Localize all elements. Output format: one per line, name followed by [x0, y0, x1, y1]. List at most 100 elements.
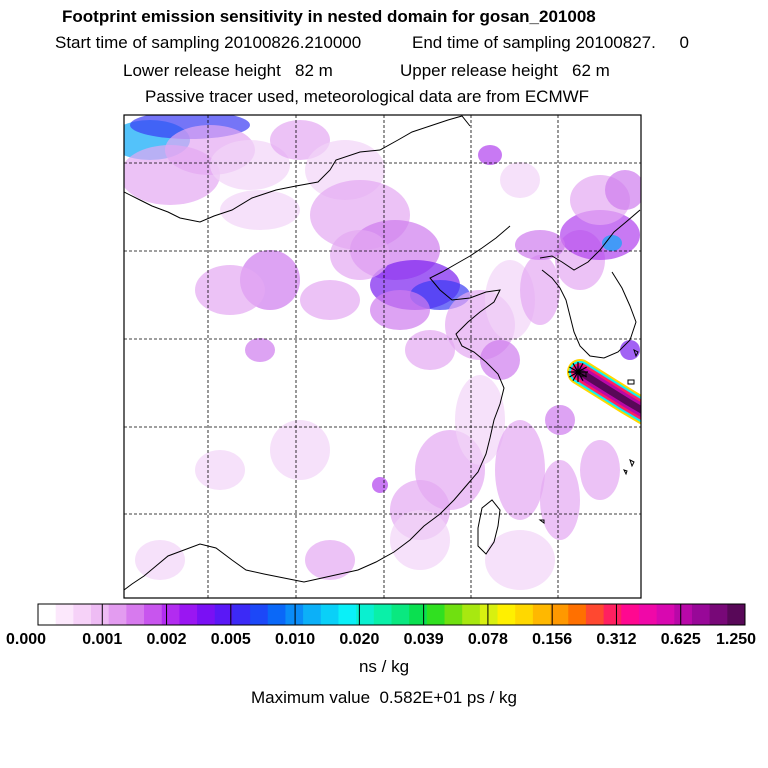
- sensitivity-patch: [495, 420, 545, 520]
- colorbar-swatch: [55, 604, 74, 625]
- colorbar-swatch: [391, 604, 410, 625]
- colorbar-swatch: [444, 604, 463, 625]
- sensitivity-patch: [605, 170, 641, 210]
- coastline-korea: [539, 209, 641, 359]
- sensitivity-patch: [478, 145, 502, 165]
- receptor-plume: [567, 359, 641, 425]
- colorbar-swatch: [144, 604, 163, 625]
- sensitivity-patch: [372, 477, 388, 493]
- coastline-china: [124, 225, 511, 591]
- islands: [538, 349, 639, 524]
- sensitivity-patch: [195, 450, 245, 490]
- sensitivity-patch: [370, 290, 430, 330]
- colorbar-tick-label: 0.039: [403, 631, 444, 648]
- colorbar-swatch: [250, 604, 269, 625]
- colorbar-swatch: [303, 604, 322, 625]
- colorbar-swatch: [38, 604, 57, 625]
- colorbar-tick-label: 0.002: [146, 631, 187, 648]
- sensitivity-patch: [245, 338, 275, 362]
- colorbar-swatch: [691, 604, 711, 625]
- colorbar-tick-label: 0.625: [660, 631, 701, 648]
- colorbar-tick-label: 1.250: [715, 631, 757, 648]
- receptor-ray: [569, 366, 587, 378]
- sensitivity-patch: [135, 540, 185, 580]
- receptor-marker: [568, 362, 588, 382]
- sensitivity-patch: [500, 162, 540, 198]
- colorbar-tick-label: 0.156: [532, 631, 573, 648]
- colorbar-swatch: [674, 604, 693, 625]
- sensitivity-patch: [220, 190, 300, 230]
- colorbar-swatch: [709, 604, 728, 625]
- sensitivity-patch: [330, 230, 390, 280]
- colorbar-swatch: [638, 604, 658, 625]
- sensitivity-patch: [305, 540, 355, 580]
- upper-release-label: Upper release height 62 m: [400, 61, 610, 80]
- colorbar-swatch: [603, 604, 622, 625]
- map-frame: [123, 114, 642, 599]
- colorbar-swatch: [179, 604, 198, 625]
- colorbar-swatch: [585, 604, 605, 625]
- sensitivity-patch: [405, 330, 455, 370]
- colorbar-swatch: [267, 604, 286, 625]
- colorbar: [37, 603, 746, 626]
- coastline-taiwan: [477, 499, 501, 555]
- colorbar-swatch: [373, 604, 392, 625]
- colorbar-tick-label: 0.000: [5, 631, 47, 648]
- colorbar-swatch: [356, 604, 375, 625]
- colorbar-swatch: [532, 604, 552, 625]
- colorbar-swatch: [108, 604, 127, 625]
- colorbar-swatch: [409, 604, 428, 625]
- colorbar-swatch: [568, 604, 587, 625]
- sensitivity-patch: [602, 235, 622, 251]
- sensitivity-patch: [270, 120, 330, 160]
- lower-release-label: Lower release height 82 m: [123, 61, 333, 80]
- colorbar-tick-label: 0.005: [210, 631, 251, 648]
- colorbar-swatch: [73, 604, 92, 625]
- sensitivity-patch: [515, 230, 565, 260]
- coastline-north: [124, 115, 471, 223]
- colorbar-swatch: [515, 604, 534, 625]
- colorbar-tick-label: 0.001: [82, 631, 123, 648]
- colorbar-swatch: [656, 604, 675, 625]
- sensitivity-patch: [545, 405, 575, 435]
- plume-band: [576, 368, 641, 414]
- colorbar-swatch: [214, 604, 233, 625]
- plot-title: Footprint emission sensitivity in nested…: [62, 7, 596, 26]
- colorbar-swatch: [479, 604, 499, 625]
- sensitivity-patch: [485, 530, 555, 590]
- coastlines: [124, 115, 641, 591]
- colorbar-swatch: [126, 604, 145, 625]
- colorbar-swatch: [285, 604, 304, 625]
- sensitivity-patch: [195, 265, 265, 315]
- sensitivity-patch: [300, 280, 360, 320]
- sensitivity-patch: [520, 255, 560, 325]
- colorbar-tick-label: 0.312: [596, 631, 637, 648]
- sensitivity-patch: [390, 510, 450, 570]
- colorbar-swatch: [91, 604, 110, 625]
- colorbar-swatch: [621, 604, 640, 625]
- maximum-value: Maximum value 0.582E+01 ps / kg: [251, 688, 517, 707]
- start-time-label: Start time of sampling 20100826.210000: [55, 33, 362, 52]
- colorbar-swatch: [320, 604, 339, 625]
- sensitivity-patch: [540, 460, 580, 540]
- sensitivity-field: [124, 115, 641, 590]
- colorbar-swatch: [550, 604, 569, 625]
- colorbar-unit: ns / kg: [358, 657, 410, 676]
- sensitivity-patch: [210, 140, 290, 190]
- end-time-label: End time of sampling 20100827. 0: [412, 33, 689, 52]
- sensitivity-patch: [124, 145, 220, 205]
- sensitivity-patch: [580, 440, 620, 500]
- colorbar-swatch: [426, 604, 446, 625]
- colorbar-swatch: [338, 604, 357, 625]
- colorbar-swatch: [197, 604, 216, 625]
- sensitivity-patch: [270, 420, 330, 480]
- sensitivity-patch: [455, 375, 505, 465]
- colorbar-swatch: [462, 604, 481, 625]
- colorbar-tick-label: 0.020: [339, 631, 380, 648]
- colorbar-swatch: [497, 604, 516, 625]
- colorbar-swatch: [727, 604, 746, 625]
- sensitivity-patch: [480, 340, 520, 380]
- lat-lon-grid: [124, 115, 641, 598]
- colorbar-tick-label: 0.078: [467, 631, 508, 648]
